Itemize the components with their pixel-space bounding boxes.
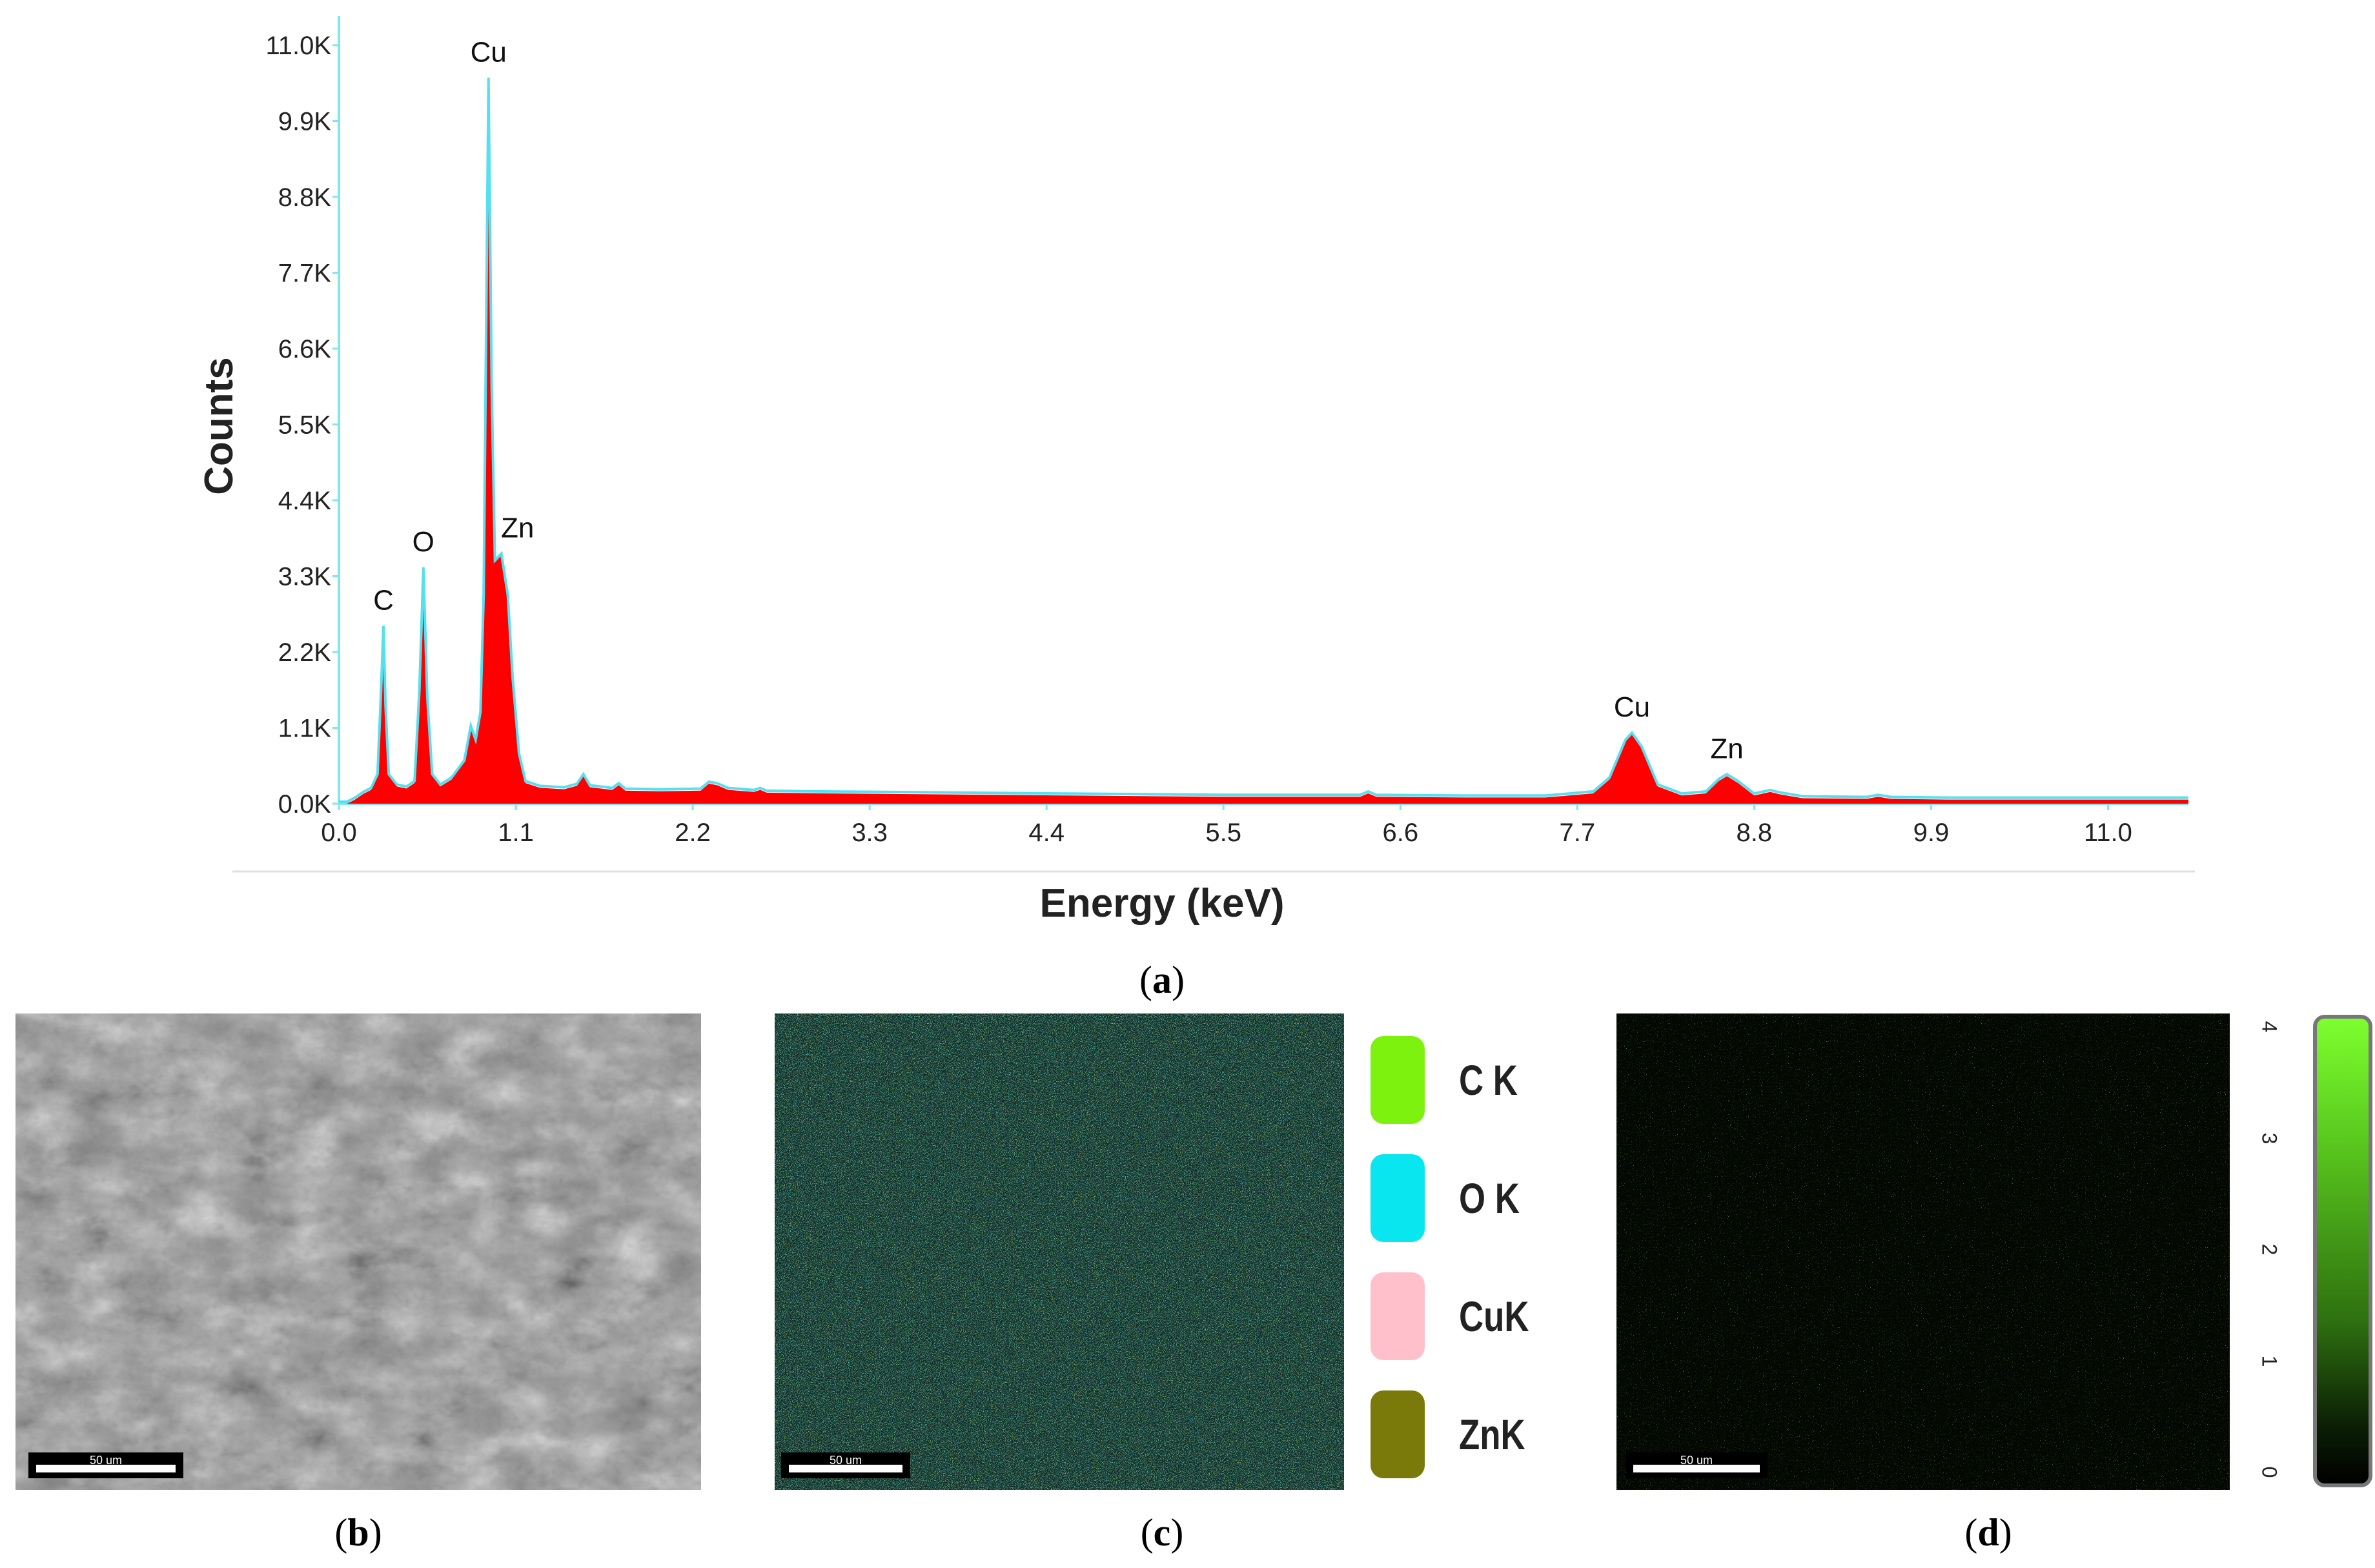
x-tick-label: 11.0 bbox=[2084, 819, 2132, 847]
y-tick-label: 8.8K bbox=[278, 183, 332, 212]
legend-label: CuK bbox=[1459, 1292, 1529, 1340]
x-tick-label: 2.2 bbox=[675, 819, 711, 847]
peak-label: Zn bbox=[1710, 733, 1743, 764]
x-tick-label: 6.6 bbox=[1382, 819, 1418, 847]
peak-label: Cu bbox=[471, 36, 507, 68]
y-tick-label: 3.3K bbox=[278, 563, 332, 591]
x-tick-label: 5.5 bbox=[1205, 819, 1241, 847]
y-tick-label: 0.0K bbox=[278, 790, 332, 819]
sem-image-panel: 50 um bbox=[15, 1013, 701, 1490]
y-tick-label: 2.2K bbox=[278, 638, 332, 667]
caption-c: (c) bbox=[1140, 1511, 1184, 1554]
y-tick-label: 9.9K bbox=[278, 108, 332, 136]
x-axis: 0.0 1.1 2.2 3.3 4.4 5.5 6.6 7.7 8.8 9.9 11.0 bbox=[321, 802, 2188, 847]
legend-swatch bbox=[1371, 1390, 1425, 1478]
spectrum-envelope-line bbox=[339, 77, 2188, 803]
legend-swatch bbox=[1371, 1154, 1425, 1242]
colorbar-tick-label: 3 bbox=[2258, 1132, 2281, 1144]
x-tick-label: 0.0 bbox=[321, 819, 357, 847]
legend-label: ZnK bbox=[1459, 1410, 1525, 1458]
elemental-overlay-map: 50 um bbox=[775, 1013, 1344, 1490]
eds-spectrum-chart: 0.0K 1.1K 2.2K 3.3K 4.4K 5.5K 6.6K 7.7K 8.8K 9.9K… bbox=[197, 16, 2195, 926]
scale-bar-label-b: 50 um bbox=[89, 1454, 123, 1467]
colorbar-tick-label: 0 bbox=[2258, 1466, 2281, 1478]
caption-a: (a) bbox=[1139, 959, 1185, 1001]
carbon-map-image bbox=[1616, 1013, 2230, 1490]
y-tick-label: 1.1K bbox=[278, 715, 332, 743]
peak-labels: CO Cu Zn Cu Zn bbox=[373, 36, 1744, 764]
y-tick-label: 6.6K bbox=[278, 335, 332, 363]
legend-label: O K bbox=[1459, 1174, 1520, 1222]
colorbar-tick-label: 2 bbox=[2258, 1243, 2281, 1256]
scale-bar-b: 50 um bbox=[28, 1452, 183, 1478]
colorbar-tick-label: 1 bbox=[2258, 1355, 2281, 1367]
y-axis-label: Counts bbox=[197, 357, 241, 495]
y-tick-label: 7.7K bbox=[278, 260, 332, 288]
intensity-colorbar bbox=[2313, 1015, 2372, 1487]
peak-label: O bbox=[413, 526, 434, 558]
x-tick-label: 9.9 bbox=[1913, 819, 1950, 847]
legend-swatch bbox=[1371, 1272, 1425, 1360]
y-tick-label: 5.5K bbox=[278, 411, 332, 440]
peak-label: Zn bbox=[501, 512, 534, 544]
x-tick-label: 7.7 bbox=[1559, 819, 1595, 847]
y-axis: 0.0K 1.1K 2.2K 3.3K 4.4K 5.5K 6.6K 7.7K 8.8K 9.9K… bbox=[265, 16, 340, 819]
carbon-map-panel: 50 um bbox=[1616, 1013, 2230, 1490]
legend-swatch bbox=[1371, 1036, 1425, 1124]
caption-b: (b) bbox=[334, 1511, 382, 1554]
scale-bar-label-d: 50 um bbox=[1680, 1454, 1713, 1467]
scale-bar-d: 50 um bbox=[1626, 1452, 1768, 1478]
peak-label: Cu bbox=[1614, 691, 1650, 723]
scale-bar-c: 50 um bbox=[781, 1452, 910, 1478]
spectrum-fill-area bbox=[339, 79, 2188, 804]
scale-bar-label-c: 50 um bbox=[829, 1454, 862, 1467]
overlay-map-image bbox=[775, 1013, 1344, 1490]
y-tick-label: 11.0K bbox=[265, 32, 331, 60]
x-tick-label: 4.4 bbox=[1028, 819, 1065, 847]
caption-d: (d) bbox=[1964, 1511, 2012, 1554]
x-tick-label: 1.1 bbox=[498, 819, 534, 847]
peak-label: C bbox=[373, 585, 394, 616]
legend-label: C K bbox=[1459, 1056, 1518, 1104]
x-tick-label: 8.8 bbox=[1737, 819, 1773, 847]
x-axis-label: Energy (keV) bbox=[1039, 881, 1284, 926]
colorbar-tick-label: 4 bbox=[2258, 1021, 2281, 1033]
y-tick-label: 4.4K bbox=[278, 487, 332, 515]
x-tick-label: 3.3 bbox=[851, 819, 888, 847]
sem-image bbox=[15, 1013, 701, 1490]
